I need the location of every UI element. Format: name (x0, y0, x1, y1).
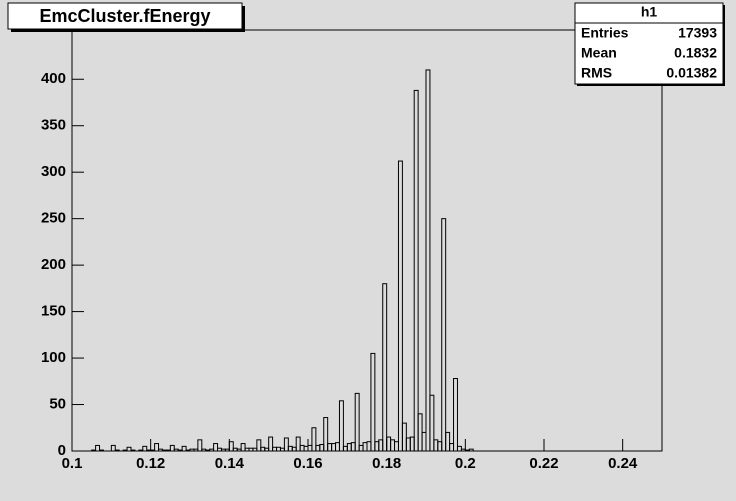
bar (338, 400, 344, 452)
stats-name: h1 (641, 4, 658, 20)
bar (453, 378, 458, 452)
bar (181, 445, 187, 452)
bar (154, 443, 160, 452)
bar (95, 444, 101, 452)
x-tick-label: 0.24 (608, 455, 638, 472)
y-tick-label: 150 (41, 303, 66, 320)
y-tick-label: 200 (41, 256, 66, 273)
stats-value: 0.1832 (674, 45, 717, 61)
bar (150, 449, 156, 452)
bar (382, 283, 388, 452)
bar (311, 427, 317, 452)
title-box (7, 2, 243, 30)
bar (429, 394, 435, 452)
bar (130, 449, 136, 452)
x-tick-label: 0.1 (62, 455, 83, 472)
x-tick-label: 0.14 (215, 455, 245, 472)
bar (161, 449, 167, 452)
stats-label: Mean (581, 45, 617, 61)
chart-title: EmcCluster.fEnergy (39, 6, 210, 26)
stats-value: 17393 (678, 25, 717, 41)
bar (268, 436, 274, 452)
stats-label: Entries (581, 25, 629, 41)
bar (397, 160, 403, 452)
bar (169, 444, 175, 452)
bar (256, 439, 262, 452)
bar (228, 441, 234, 452)
bar (205, 449, 211, 452)
bar (114, 449, 120, 452)
x-tick-label: 0.2 (455, 455, 476, 472)
y-tick-label: 250 (41, 210, 66, 227)
frame (71, 29, 663, 452)
bar (295, 436, 301, 452)
bar (370, 352, 376, 452)
stats-label: RMS (581, 65, 612, 81)
bar (323, 417, 329, 452)
stats-value: 0.01382 (666, 65, 717, 81)
x-tick-label: 0.12 (136, 455, 165, 472)
y-tick-label: 400 (41, 70, 66, 87)
bar (122, 449, 128, 452)
x-tick-label: 0.22 (529, 455, 558, 472)
bar (142, 445, 148, 452)
x-tick-label: 0.16 (293, 455, 322, 472)
bar (240, 443, 246, 452)
y-tick-label: 350 (41, 117, 66, 134)
bar (91, 449, 97, 452)
y-tick-label: 300 (41, 163, 66, 180)
bar (413, 89, 419, 452)
bar (441, 218, 447, 452)
bar (425, 69, 431, 452)
stats-rows: Entries 17393 Mean 0.1832 RMS 0.01382 (581, 25, 717, 81)
stats-box (574, 2, 724, 85)
x-tick-label: 0.18 (372, 455, 401, 472)
bar (185, 449, 191, 452)
bar (165, 449, 171, 452)
bar (126, 446, 132, 452)
bar (283, 437, 289, 452)
bar (197, 439, 203, 452)
y-tick-label: 100 (41, 349, 66, 366)
bar (99, 449, 104, 452)
bar (445, 431, 451, 452)
bar (213, 443, 219, 452)
bar (468, 448, 474, 452)
bar (464, 449, 470, 452)
bar (138, 449, 144, 452)
bar (146, 449, 152, 452)
y-tick-label: 50 (49, 396, 66, 413)
bar (177, 449, 183, 452)
bar (110, 444, 116, 452)
y-tick-label: 0 (58, 442, 66, 459)
bar (401, 422, 407, 452)
bar (354, 392, 360, 452)
